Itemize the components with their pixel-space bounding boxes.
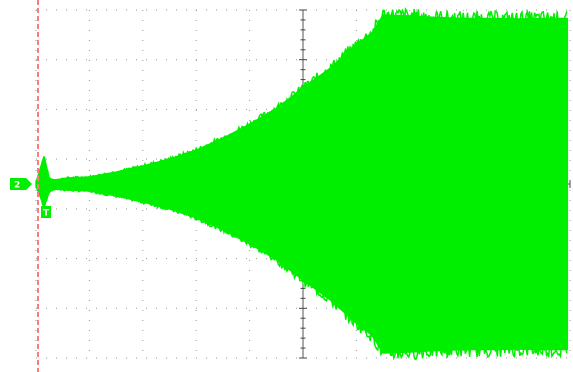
channel-marker: 2 bbox=[10, 178, 32, 191]
channel-marker-label: 2 bbox=[14, 181, 20, 191]
trace-lower-edge bbox=[35, 185, 568, 361]
trigger-marker-shape bbox=[41, 206, 51, 218]
trigger-marker-label: T bbox=[43, 209, 50, 219]
channel-marker-shape bbox=[10, 178, 32, 190]
trigger-marker: T bbox=[41, 206, 51, 219]
trace-layer bbox=[35, 7, 569, 361]
trace-upper-edge bbox=[35, 7, 568, 183]
